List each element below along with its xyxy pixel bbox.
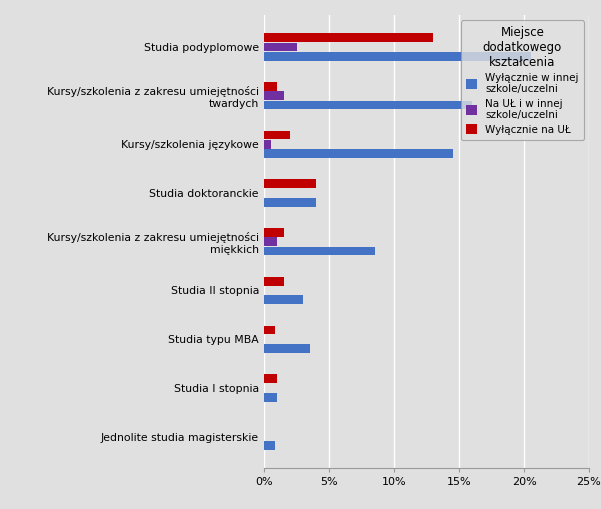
Bar (264, 149, 453, 158)
Bar (264, 82, 278, 91)
Bar (264, 33, 433, 42)
Bar (264, 100, 472, 109)
Bar (264, 91, 284, 100)
Bar (264, 393, 278, 402)
Bar (264, 237, 278, 246)
Bar (264, 180, 316, 188)
Legend: Wyłącznie w innej
szkole/uczelni, Na UŁ i w innej
szkole/uczelni, Wyłącznie na U: Wyłącznie w innej szkole/uczelni, Na UŁ … (461, 20, 584, 140)
Bar (264, 344, 310, 353)
Bar (264, 43, 297, 51)
Bar (264, 326, 275, 334)
Bar (264, 277, 284, 286)
Bar (264, 140, 271, 149)
Bar (264, 52, 531, 61)
Bar (264, 247, 375, 256)
Bar (264, 441, 275, 450)
Bar (264, 295, 304, 304)
Bar (264, 131, 290, 139)
Bar (264, 228, 284, 237)
Bar (264, 198, 316, 207)
Bar (264, 374, 278, 383)
